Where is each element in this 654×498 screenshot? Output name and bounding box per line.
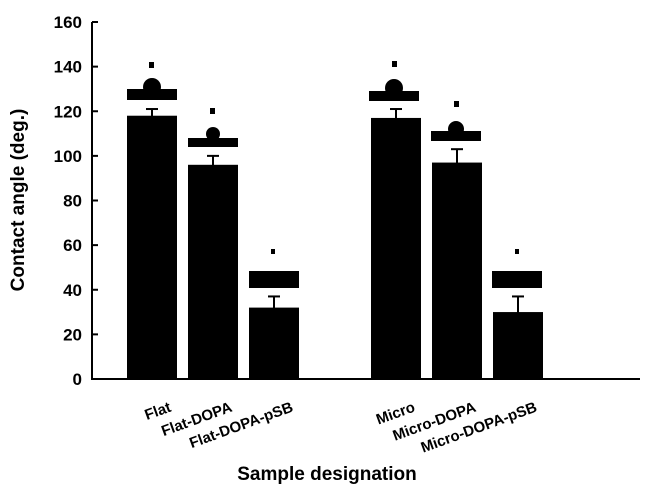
- droplet-image: [454, 101, 459, 107]
- droplet-image: [271, 249, 275, 254]
- droplet-image: [149, 62, 154, 68]
- bar: [432, 162, 482, 379]
- bar: [371, 117, 421, 379]
- y-tick-label: 40: [63, 281, 82, 300]
- droplet-image: [210, 108, 215, 114]
- y-tick-label: 160: [54, 13, 82, 32]
- y-tick-label: 20: [63, 325, 82, 344]
- droplet-image: [492, 271, 542, 288]
- y-tick-label: 140: [54, 58, 82, 77]
- y-tick-label: 60: [63, 236, 82, 255]
- error-bar: [207, 154, 219, 175]
- y-tick-label: 80: [63, 192, 82, 211]
- droplet-image: [515, 249, 519, 254]
- droplet-image: [392, 61, 397, 67]
- droplet-images: [127, 61, 542, 288]
- x-axis-title: Sample designation: [237, 464, 416, 485]
- error-bar: [268, 295, 280, 320]
- bar: [188, 164, 238, 379]
- y-axis-title: Contact angle (deg.): [8, 109, 29, 292]
- error-bar: [146, 108, 158, 124]
- y-tick-label: 120: [54, 102, 82, 121]
- droplet-image: [385, 79, 403, 97]
- droplet-image: [249, 271, 299, 288]
- error-bar: [512, 295, 524, 329]
- droplet-image: [206, 127, 220, 141]
- error-bar: [390, 108, 402, 128]
- droplet-image: [143, 78, 161, 96]
- y-tick-label: 100: [54, 147, 82, 166]
- droplet-image: [188, 138, 238, 147]
- error-bar: [451, 148, 463, 177]
- y-tick-label: 0: [73, 370, 82, 389]
- droplet-image: [448, 121, 464, 137]
- bar: [127, 115, 177, 380]
